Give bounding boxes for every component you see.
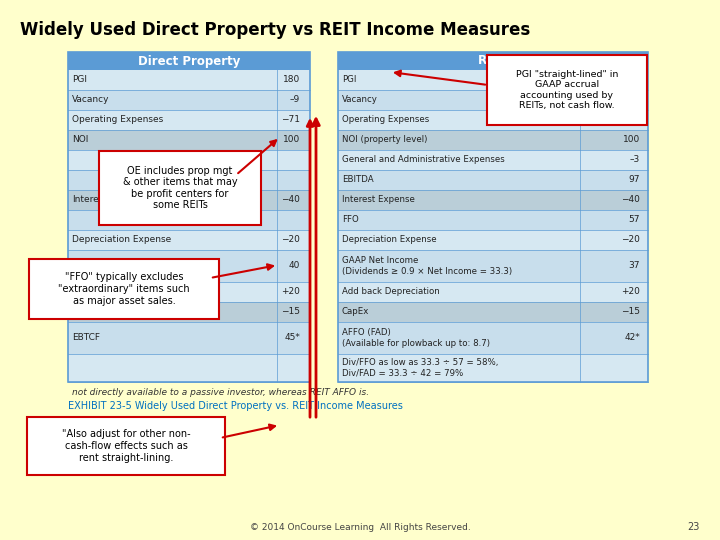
FancyBboxPatch shape — [68, 130, 310, 150]
Text: NOI: NOI — [72, 136, 89, 145]
FancyBboxPatch shape — [99, 151, 261, 225]
FancyBboxPatch shape — [338, 170, 648, 190]
Text: "Also adjust for other non-
cash-flow effects such as
rent straight-lining.: "Also adjust for other non- cash-flow ef… — [62, 429, 190, 463]
FancyBboxPatch shape — [68, 230, 310, 250]
Text: OE includes prop mgt
& other items that may
be profit centers for
some REITs: OE includes prop mgt & other items that … — [122, 166, 238, 211]
FancyBboxPatch shape — [68, 282, 310, 302]
Text: not directly available to a passive investor, whereas REIT AFFO is.: not directly available to a passive inve… — [72, 388, 369, 397]
Text: −15: −15 — [621, 307, 640, 316]
Text: PGI "straight-lined" in
GAAP accrual
accounting used by
REITs, not cash flow.: PGI "straight-lined" in GAAP accrual acc… — [516, 70, 618, 110]
Text: REIT: REIT — [478, 55, 508, 68]
FancyBboxPatch shape — [68, 110, 310, 130]
FancyBboxPatch shape — [68, 190, 310, 210]
Text: EBTCF: EBTCF — [72, 334, 100, 342]
Text: Operating Expenses: Operating Expenses — [72, 116, 163, 125]
FancyBboxPatch shape — [68, 70, 310, 90]
FancyBboxPatch shape — [68, 170, 310, 190]
Text: 23: 23 — [688, 522, 700, 532]
FancyBboxPatch shape — [29, 259, 219, 319]
FancyBboxPatch shape — [338, 110, 648, 130]
FancyBboxPatch shape — [338, 150, 648, 170]
Text: 57: 57 — [629, 215, 640, 225]
FancyBboxPatch shape — [338, 322, 648, 354]
Text: Div/FFO as low as 33.3 ÷ 57 = 58%,
Div/FAD = 33.3 ÷ 42 = 79%: Div/FFO as low as 33.3 ÷ 57 = 58%, Div/F… — [342, 359, 498, 377]
Text: +20: +20 — [621, 287, 640, 296]
Text: AFFO (FAD)
(Available for plowback up to: 8.7): AFFO (FAD) (Available for plowback up to… — [342, 328, 490, 348]
FancyBboxPatch shape — [338, 130, 648, 150]
FancyBboxPatch shape — [68, 354, 310, 382]
Text: CapEx: CapEx — [72, 307, 101, 316]
Text: −71: −71 — [281, 116, 300, 125]
Text: PGI: PGI — [72, 76, 87, 84]
Text: −15: −15 — [281, 307, 300, 316]
Text: Intere...: Intere... — [72, 195, 107, 205]
FancyBboxPatch shape — [487, 55, 647, 125]
FancyBboxPatch shape — [338, 282, 648, 302]
Text: Depreciation Expense: Depreciation Expense — [342, 235, 436, 245]
Text: Add back Depreciation: Add back Depreciation — [342, 287, 440, 296]
Text: 45*: 45* — [284, 334, 300, 342]
Text: +20: +20 — [281, 287, 300, 296]
FancyBboxPatch shape — [68, 52, 310, 70]
Text: −40: −40 — [281, 195, 300, 205]
FancyBboxPatch shape — [338, 230, 648, 250]
Text: EBITDA: EBITDA — [342, 176, 374, 185]
Text: Operating Expenses: Operating Expenses — [342, 116, 429, 125]
FancyBboxPatch shape — [338, 70, 648, 90]
FancyArrowPatch shape — [312, 119, 320, 417]
Text: "FFO" typically excludes
"extraordinary" items such
as major asset sales.: "FFO" typically excludes "extraordinary"… — [58, 272, 190, 306]
Text: 97: 97 — [629, 176, 640, 185]
Text: 180: 180 — [283, 76, 300, 84]
FancyBboxPatch shape — [338, 250, 648, 282]
FancyBboxPatch shape — [68, 90, 310, 110]
Text: 100: 100 — [623, 136, 640, 145]
Text: NOI (property level): NOI (property level) — [342, 136, 428, 145]
Text: General and Administrative Expenses: General and Administrative Expenses — [342, 156, 505, 165]
Text: −20: −20 — [281, 235, 300, 245]
FancyBboxPatch shape — [338, 52, 648, 70]
Text: 40: 40 — [289, 261, 300, 271]
Text: GAAP Net Income
(Dividends ≥ 0.9 × Net Income = 33.3): GAAP Net Income (Dividends ≥ 0.9 × Net I… — [342, 256, 512, 276]
FancyBboxPatch shape — [68, 302, 310, 322]
FancyBboxPatch shape — [338, 302, 648, 322]
FancyBboxPatch shape — [68, 150, 310, 170]
Text: PGI: PGI — [342, 76, 356, 84]
Text: Vacancy: Vacancy — [72, 96, 109, 105]
Text: Depreciation Expense: Depreciation Expense — [72, 235, 171, 245]
Text: –9: –9 — [289, 96, 300, 105]
Text: Interest Expense: Interest Expense — [342, 195, 415, 205]
Text: Widely Used Direct Property vs REIT Income Measures: Widely Used Direct Property vs REIT Inco… — [20, 21, 530, 39]
Text: 37: 37 — [629, 261, 640, 271]
Text: © 2014 OnCourse Learning  All Rights Reserved.: © 2014 OnCourse Learning All Rights Rese… — [250, 523, 470, 532]
Text: −20: −20 — [621, 235, 640, 245]
Text: −40: −40 — [621, 195, 640, 205]
FancyBboxPatch shape — [338, 90, 648, 110]
FancyBboxPatch shape — [68, 322, 310, 354]
Text: 100: 100 — [283, 136, 300, 145]
Text: EXHIBIT 23-5 Widely Used Direct Property vs. REIT Income Measures: EXHIBIT 23-5 Widely Used Direct Property… — [68, 401, 403, 411]
FancyBboxPatch shape — [338, 190, 648, 210]
FancyBboxPatch shape — [338, 210, 648, 230]
Text: FFO: FFO — [342, 215, 359, 225]
Text: 42*: 42* — [624, 334, 640, 342]
Text: Vacancy: Vacancy — [342, 96, 378, 105]
Text: CapEx: CapEx — [342, 307, 369, 316]
FancyBboxPatch shape — [68, 210, 310, 230]
FancyBboxPatch shape — [68, 250, 310, 282]
FancyBboxPatch shape — [338, 354, 648, 382]
FancyBboxPatch shape — [27, 417, 225, 475]
Text: Direct Property: Direct Property — [138, 55, 240, 68]
Text: –3: –3 — [630, 156, 640, 165]
